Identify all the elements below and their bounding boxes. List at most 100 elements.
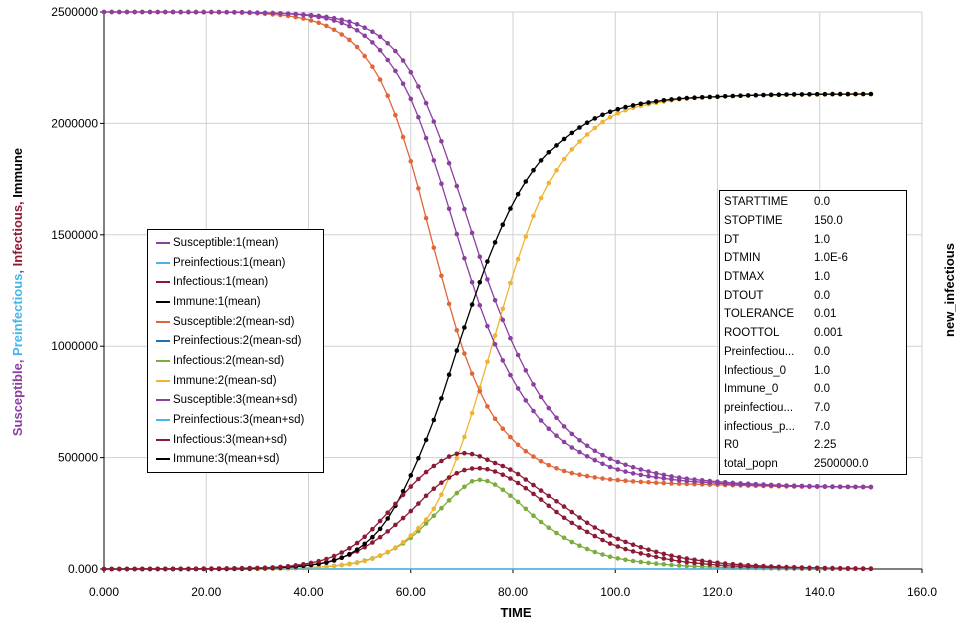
data-point: [508, 434, 513, 440]
data-point: [454, 470, 460, 476]
data-point: [508, 476, 513, 481]
legend-item: Infectious:2(mean-sd): [148, 351, 323, 371]
data-point: [385, 41, 391, 46]
data-point: [615, 536, 621, 542]
y-axis-ticks: 0.000 500000 1000000 1500000 2000000 2500000: [51, 5, 104, 576]
param-value: 1.0E-6: [814, 252, 848, 265]
data-point: [469, 466, 475, 471]
data-point: [523, 485, 529, 491]
data-point: [347, 19, 352, 25]
data-point: [799, 92, 805, 97]
data-point: [508, 280, 513, 286]
legend-item: Susceptible:3(mean+sd): [148, 391, 323, 411]
data-point: [362, 33, 368, 39]
legend-item: Susceptible:2(mean-sd): [148, 312, 323, 332]
data-point: [324, 564, 329, 569]
data-point: [362, 558, 368, 564]
data-point: [362, 541, 368, 547]
data-point: [707, 94, 713, 100]
data-point: [293, 563, 299, 568]
data-point: [784, 483, 789, 489]
data-point: [209, 9, 214, 15]
param-row: Preinfectiou... 0.0: [720, 343, 906, 362]
y-tick-label: 2000000: [51, 116, 98, 130]
data-point: [385, 529, 391, 534]
data-point: [439, 505, 444, 511]
data-point: [462, 351, 467, 356]
data-point: [692, 95, 697, 100]
data-point: [462, 467, 467, 473]
data-point: [485, 478, 490, 484]
param-name: R0: [724, 439, 739, 452]
y-axis-label-part: Infectious: [10, 205, 25, 266]
data-point: [370, 29, 375, 34]
data-point: [646, 553, 651, 558]
data-point: [462, 450, 467, 456]
data-point: [592, 448, 598, 454]
data-point: [592, 533, 598, 539]
data-point: [377, 34, 383, 39]
data-point: [646, 560, 651, 566]
data-point: [316, 558, 322, 564]
data-point: [531, 167, 536, 173]
data-point: [500, 317, 506, 323]
data-point: [485, 259, 490, 264]
data-point: [807, 484, 812, 489]
data-point: [485, 466, 490, 472]
data-point: [554, 168, 559, 173]
param-value: 7.0: [814, 401, 830, 414]
data-point: [485, 359, 490, 365]
data-point: [669, 481, 674, 486]
legend-item: Preinfectious:1(mean): [148, 253, 323, 273]
data-point: [308, 18, 314, 23]
data-point: [692, 564, 697, 569]
data-point: [569, 509, 575, 515]
data-point: [370, 526, 375, 532]
data-point: [270, 565, 276, 570]
data-point: [684, 478, 690, 484]
data-point: [676, 478, 682, 483]
data-point: [462, 434, 467, 440]
data-point: [508, 372, 513, 378]
data-point: [577, 472, 582, 478]
data-point: [761, 563, 766, 569]
data-point: [638, 559, 644, 565]
data-point: [776, 92, 782, 97]
data-point: [339, 17, 345, 23]
param-row: DTOUT 0.0: [720, 286, 906, 305]
data-point: [385, 93, 391, 98]
data-point: [186, 9, 191, 15]
data-point: [523, 179, 529, 184]
data-point: [155, 566, 160, 572]
data-point: [546, 405, 552, 411]
data-point: [531, 454, 536, 459]
data-point: [446, 372, 452, 378]
param-row: DTMAX 1.0: [720, 268, 906, 287]
x-tick-label: 140.0: [805, 585, 835, 599]
data-point: [393, 48, 398, 54]
data-point: [676, 481, 682, 487]
data-point: [860, 91, 866, 97]
data-point: [385, 516, 391, 521]
data-point: [339, 32, 345, 37]
data-point: [523, 398, 529, 403]
data-point: [860, 566, 866, 571]
data-point: [584, 120, 590, 125]
data-point: [400, 489, 406, 494]
data-point: [653, 554, 659, 560]
data-point: [339, 555, 345, 560]
data-point: [232, 566, 237, 571]
data-point: [523, 506, 529, 512]
data-point: [592, 525, 598, 530]
data-point: [607, 464, 613, 470]
data-point: [584, 454, 590, 459]
x-tick-label: 60.00: [396, 585, 426, 599]
data-point: [492, 469, 498, 474]
series-line: [104, 479, 871, 570]
data-point: [577, 515, 582, 520]
data-point: [776, 564, 782, 570]
data-point: [477, 477, 483, 483]
data-point: [630, 549, 636, 554]
data-point: [439, 139, 444, 144]
data-point: [845, 91, 851, 97]
